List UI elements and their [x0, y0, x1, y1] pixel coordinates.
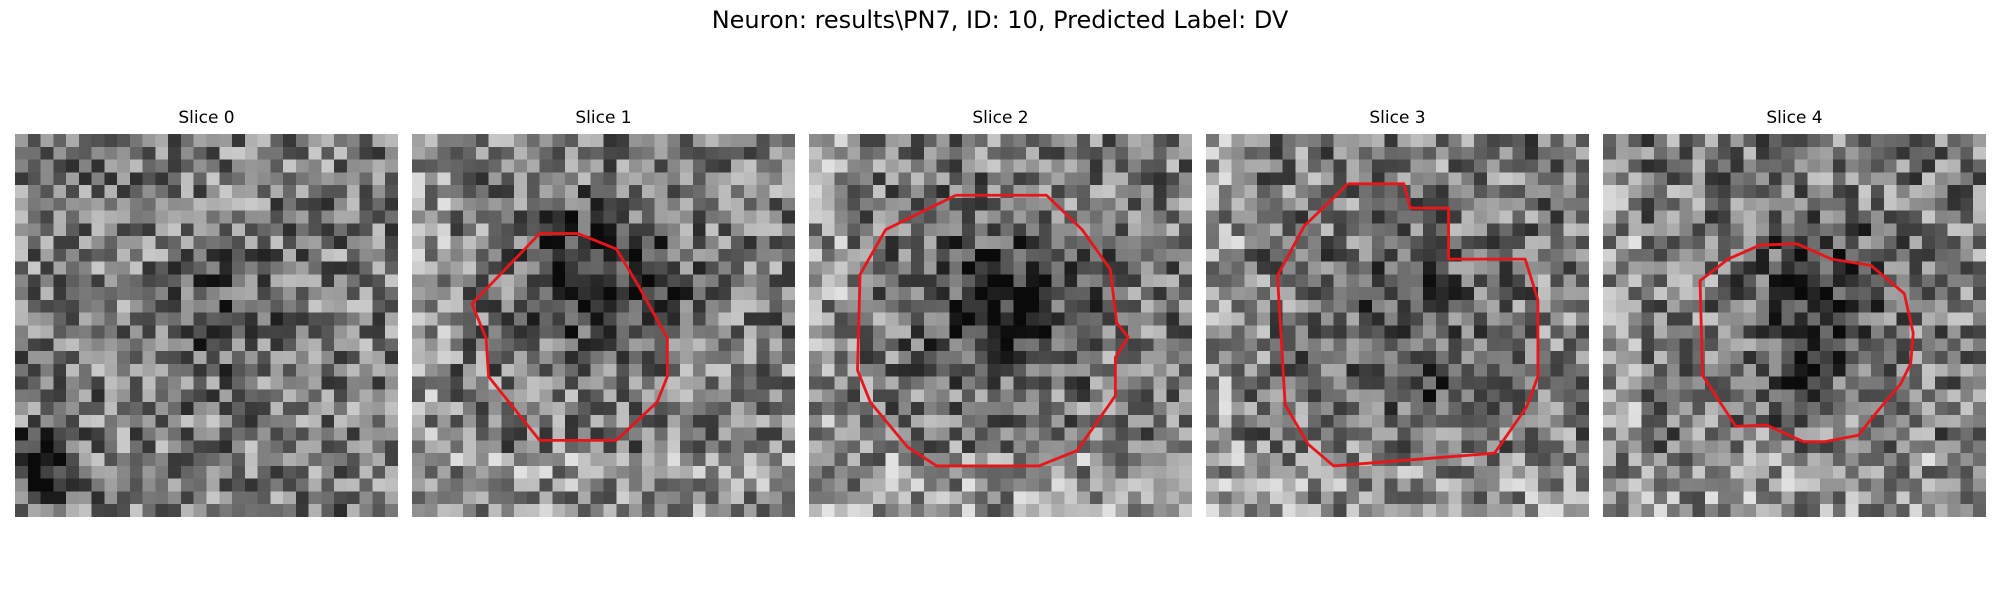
segmentation-outline-3 [1276, 182, 1540, 468]
slice-image-1 [412, 134, 795, 517]
slice-title-2: Slice 2 [972, 108, 1029, 128]
slice-title-0: Slice 0 [178, 108, 235, 128]
slice-panel-0: Slice 0 [15, 108, 398, 518]
slice-title-1: Slice 1 [575, 108, 632, 128]
slice-image-3 [1206, 134, 1589, 517]
slice-image-4 [1603, 134, 1986, 517]
slice-panel-2: Slice 2 [809, 108, 1192, 518]
segmentation-outline-1 [470, 232, 669, 442]
slice-image-2 [809, 134, 1192, 517]
segmentation-outline-4 [1698, 242, 1915, 444]
slice-image-0 [15, 134, 398, 517]
slice-title-3: Slice 3 [1369, 108, 1426, 128]
slice-panel-1: Slice 1 [412, 108, 795, 518]
segmentation-outline-2 [856, 193, 1130, 468]
slice-title-4: Slice 4 [1766, 108, 1823, 128]
slice-panel-4: Slice 4 [1603, 108, 1986, 518]
figure-title: Neuron: results\PN7, ID: 10, Predicted L… [711, 6, 1289, 34]
slice-panel-3: Slice 3 [1206, 108, 1589, 518]
